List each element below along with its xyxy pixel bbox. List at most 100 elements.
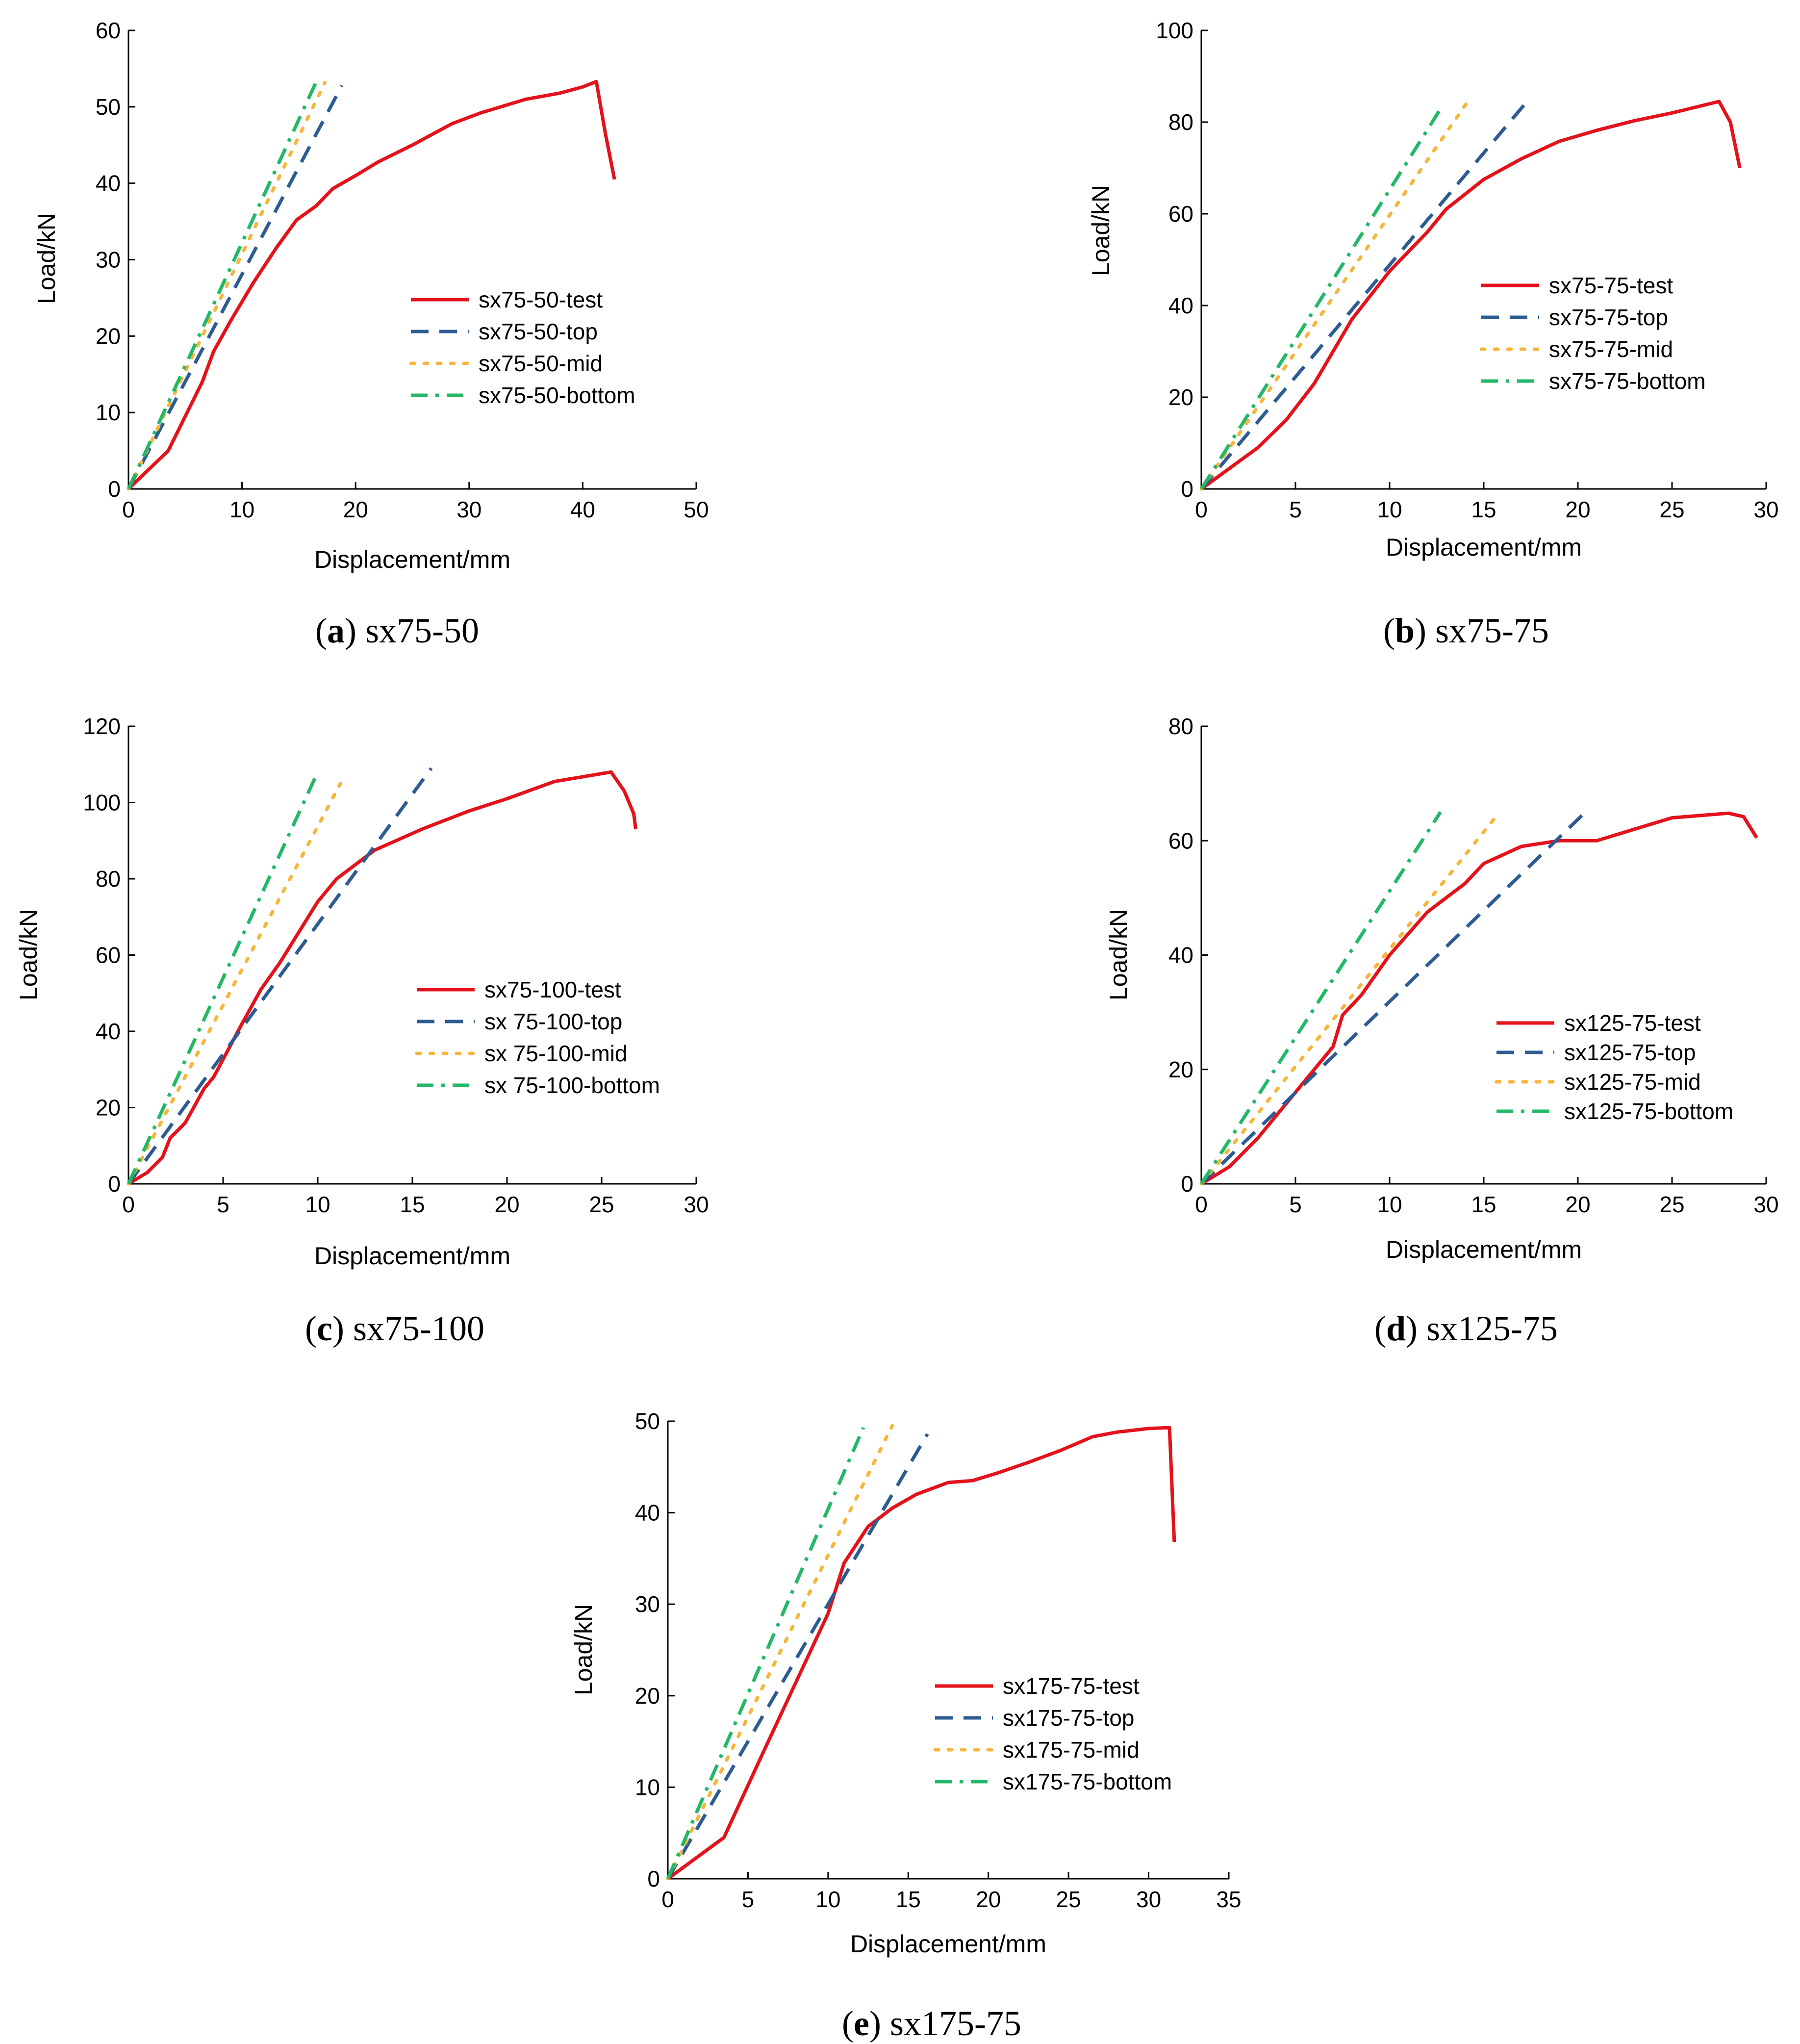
y-tick-label: 60 — [96, 18, 121, 43]
y-tick-label: 120 — [83, 714, 121, 739]
caption-letter: d — [1386, 1309, 1406, 1348]
series-line-dotted — [127, 782, 342, 1186]
series-line-dashdot — [666, 1427, 865, 1880]
y-tick-label: 30 — [96, 247, 121, 273]
x-tick-label: 15 — [1471, 1192, 1496, 1217]
series-line-dashed — [1200, 811, 1587, 1185]
x-tick-label: 20 — [343, 497, 368, 522]
chart-a: 0 10 20 30 40 50 0 10 20 30 40 50 60 Displacement/mm L… — [33, 18, 709, 650]
chart-b: 0 5 10 15 20 25 30 0 20 40 60 80 100 Displacement/mm L… — [1087, 18, 1779, 650]
y-tick-label: 50 — [635, 1408, 660, 1434]
y-tick-label: 10 — [96, 400, 121, 425]
y-axis-label: Load/kN — [15, 909, 42, 1000]
legend: sx125-75-test sx125-75-top sx125-75-mid sx1… — [1495, 1010, 1733, 1124]
caption-open-paren: ( — [305, 1309, 317, 1348]
x-tick-label: 0 — [661, 1887, 674, 1912]
y-tick-label: 40 — [1168, 943, 1193, 968]
y-tick-label: 100 — [1156, 18, 1193, 43]
legend-label: sx125-75-bottom — [1564, 1099, 1733, 1124]
x-tick-label: 20 — [494, 1192, 519, 1217]
y-tick-label: 40 — [96, 171, 121, 196]
y-tick-label: 60 — [1168, 201, 1193, 227]
series-line-dashed — [666, 1433, 929, 1880]
x-tick-label: 20 — [976, 1887, 1001, 1912]
y-axis-label: Load/kN — [1087, 185, 1115, 276]
series-line-solid — [666, 1426, 1176, 1880]
chart-e: 0 5 10 15 20 25 30 35 0 10 20 30 40 50 Displacement/mm… — [570, 1408, 1242, 2043]
legend: sx75-100-test sx 75-100-top sx 75-100-mid s… — [415, 977, 660, 1098]
x-axis-label: Displacement/mm — [314, 546, 510, 573]
x-tick-label: 25 — [589, 1192, 614, 1217]
x-tick-label: 30 — [456, 497, 482, 522]
x-axis-label: Displacement/mm — [314, 1242, 510, 1270]
series-line-solid — [1200, 100, 1742, 490]
y-axis-label: Load/kN — [33, 213, 60, 304]
y-tick-label: 40 — [635, 1500, 660, 1526]
x-tick-label: 0 — [122, 497, 135, 522]
x-tick-label: 25 — [1659, 497, 1684, 522]
legend-label: sx 75-100-bottom — [484, 1073, 660, 1098]
panel-caption: (c) sx75-100 — [305, 1309, 484, 1348]
y-tick-label: 20 — [1168, 384, 1193, 410]
x-tick-label: 15 — [400, 1192, 425, 1217]
caption-close-paren: ) — [869, 2004, 890, 2043]
caption-close-paren: ) — [1415, 611, 1435, 650]
x-tick-label: 15 — [896, 1887, 921, 1912]
caption-letter: b — [1395, 611, 1415, 650]
x-tick-label: 15 — [1471, 497, 1496, 522]
legend-label: sx175-75-mid — [1003, 1737, 1140, 1763]
series-line-dotted — [666, 1424, 894, 1881]
y-tick-label: 50 — [96, 94, 121, 120]
series-line-dashdot — [1200, 105, 1444, 490]
x-tick-label: 30 — [1753, 1192, 1778, 1217]
x-tick-label: 10 — [1377, 497, 1402, 522]
x-axis-label: Displacement/mm — [1386, 534, 1582, 561]
x-tick-label: 30 — [1753, 497, 1778, 522]
x-tick-label: 20 — [1565, 1192, 1590, 1217]
legend-label: sx75-75-mid — [1549, 336, 1673, 362]
y-tick-label: 40 — [1168, 293, 1193, 318]
x-tick-label: 25 — [1056, 1887, 1081, 1912]
legend-label: sx75-50-mid — [479, 351, 603, 376]
x-tick-label: 0 — [122, 1192, 135, 1217]
series-line-dashdot — [1200, 811, 1442, 1185]
panel-caption: (b) sx75-75 — [1383, 611, 1549, 650]
y-axis-label: Load/kN — [570, 1604, 597, 1695]
legend-label: sx75-75-test — [1549, 273, 1673, 298]
legend-label: sx75-50-test — [479, 287, 603, 312]
y-tick-label: 80 — [1168, 109, 1193, 135]
caption-open-paren: ( — [1383, 611, 1395, 650]
legend: sx75-50-test sx75-50-top sx75-50-mid sx75-5… — [409, 287, 635, 408]
x-tick-label: 30 — [684, 1192, 709, 1217]
y-tick-label: 60 — [1168, 828, 1193, 853]
caption-open-paren: ( — [842, 2004, 854, 2043]
x-tick-label: 10 — [815, 1887, 840, 1912]
y-tick-label: 20 — [96, 1095, 121, 1121]
y-tick-label: 40 — [96, 1019, 121, 1044]
y-tick-label: 30 — [635, 1591, 660, 1617]
x-tick-label: 5 — [217, 1192, 229, 1217]
legend-label: sx75-50-bottom — [479, 383, 635, 408]
series-line-dotted — [1199, 816, 1497, 1186]
caption-title: sx175-75 — [890, 2004, 1021, 2043]
x-tick-label: 35 — [1216, 1887, 1241, 1912]
caption-letter: a — [327, 611, 345, 650]
chart-d: 0 5 10 15 20 25 30 0 20 40 60 80 Displacement/mm Load… — [1105, 714, 1779, 1348]
x-tick-label: 0 — [1195, 1192, 1208, 1217]
series-line-solid — [127, 79, 616, 490]
series-line-dotted — [127, 80, 327, 491]
caption-close-paren: ) — [332, 1309, 353, 1348]
x-axis-label: Displacement/mm — [1386, 1236, 1582, 1263]
panel-caption: (d) sx125-75 — [1374, 1309, 1558, 1348]
legend-label: sx125-75-test — [1564, 1010, 1701, 1036]
x-tick-label: 5 — [1289, 1192, 1302, 1217]
legend-label: sx175-75-top — [1003, 1705, 1135, 1731]
x-tick-label: 5 — [1289, 497, 1302, 522]
x-tick-label: 10 — [229, 497, 254, 522]
caption-close-paren: ) — [345, 611, 365, 650]
x-tick-label: 20 — [1565, 497, 1590, 522]
series-line-dotted — [1199, 98, 1470, 491]
y-tick-label: 80 — [96, 866, 121, 892]
series-line-dashdot — [127, 79, 319, 490]
